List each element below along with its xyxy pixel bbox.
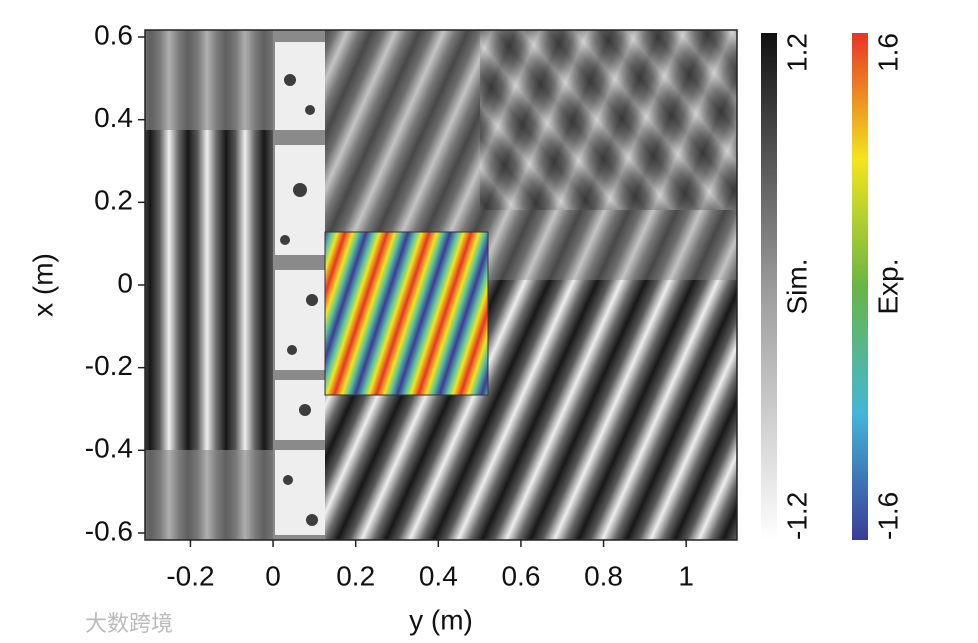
y-axis-label: x (m) xyxy=(27,253,58,317)
colorbar-label: Sim. xyxy=(781,259,812,315)
y-tick-label: -0.6 xyxy=(85,515,133,546)
y-tick-label: 0 xyxy=(117,267,133,298)
colorbar-tick-label: -1.2 xyxy=(781,492,812,540)
watermark: 大数跨境 xyxy=(85,611,173,636)
x-tick-label: 0 xyxy=(265,560,281,591)
colorbar-tick-label: -1.6 xyxy=(872,492,903,540)
x-tick-label: 0.2 xyxy=(336,560,375,591)
colorbar-tick-label: 1.2 xyxy=(781,33,812,72)
y-tick-label: 0.2 xyxy=(94,185,133,216)
y-tick-label: -0.4 xyxy=(85,433,133,464)
y-tick-label: 0.6 xyxy=(94,19,133,50)
colorbar xyxy=(761,33,777,540)
colorbar-tick-label: 1.6 xyxy=(872,33,903,72)
x-tick-label: -0.2 xyxy=(166,560,214,591)
x-tick-label: 0.8 xyxy=(584,560,623,591)
y-tick-label: 0.4 xyxy=(94,102,133,133)
field-image xyxy=(145,30,737,540)
colorbar xyxy=(852,33,868,540)
x-tick-label: 1 xyxy=(678,560,694,591)
x-axis-label: y (m) xyxy=(409,604,473,635)
x-tick-label: 0.4 xyxy=(419,560,458,591)
y-tick-label: -0.2 xyxy=(85,350,133,381)
x-tick-label: 0.6 xyxy=(501,560,540,591)
colorbar-label: Exp. xyxy=(872,258,903,314)
